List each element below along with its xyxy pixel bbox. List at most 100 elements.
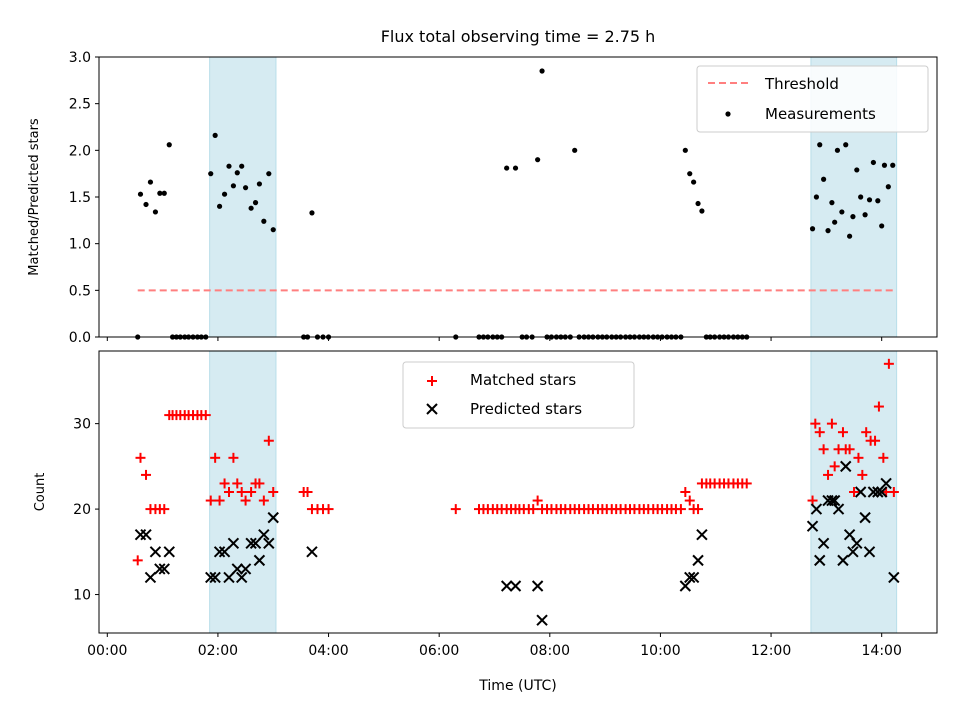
legend-threshold-label: Threshold (764, 75, 839, 93)
predicted-star-point (236, 571, 248, 584)
matched-star-point (200, 410, 211, 421)
measurement-point (809, 226, 816, 232)
predicted-star-point (245, 537, 257, 549)
measurement-point (881, 162, 888, 168)
matched-star-point (837, 427, 848, 438)
measurement-point (256, 181, 263, 187)
measurement-point (866, 197, 873, 203)
predicted-star-point (888, 571, 900, 584)
predicted-star-point (847, 546, 859, 558)
matched-star-point (873, 401, 884, 412)
predicted-star-point (859, 511, 871, 524)
measurement-point (879, 223, 885, 229)
y-tick-label: 2.0 (69, 143, 91, 159)
matched-star-point (741, 478, 752, 489)
matched-star-point (258, 495, 269, 506)
matched-star-point (210, 452, 221, 463)
matched-star-point (849, 487, 860, 497)
matched-star-point (532, 495, 543, 506)
predicted-star-point (306, 546, 318, 558)
measurement-point (157, 190, 163, 196)
x-tick-label: 00:00 (87, 643, 127, 659)
predicted-star-point (810, 503, 823, 515)
measurement-point (870, 159, 876, 166)
predicted-star-point (814, 554, 826, 567)
measurement-point (248, 205, 254, 211)
measurement-point (309, 210, 315, 216)
predicted-star-point (144, 571, 157, 584)
matched-star-point (246, 487, 257, 497)
matched-star-point (857, 469, 868, 480)
measurement-point (270, 227, 276, 233)
measurement-point (234, 170, 240, 176)
matched-star-point (870, 435, 881, 446)
top-legend-box (696, 65, 929, 133)
matched-star-point (823, 469, 834, 480)
x-tick-label: 14:00 (862, 643, 902, 659)
measurement-point (208, 171, 214, 177)
observing-band-1 (209, 56, 277, 338)
matched-star-point (214, 495, 225, 506)
measurement-point (885, 184, 891, 190)
measurement-point (817, 142, 823, 148)
predicted-star-point (149, 546, 162, 558)
matched-star-point (675, 504, 686, 515)
predicted-star-point (696, 529, 708, 541)
measurement-point (682, 147, 688, 153)
predicted-star-point (875, 486, 888, 498)
measurement-point (821, 176, 827, 182)
bottom-legend-box (402, 361, 635, 429)
predicted-star-point (828, 494, 841, 507)
measurement-point (839, 209, 845, 215)
predicted-star-point (509, 580, 522, 592)
matched-star-point (228, 452, 239, 463)
predicted-star-point (500, 580, 513, 592)
measurement-point (699, 208, 705, 214)
matched-star-point (680, 487, 691, 497)
predicted-star-point (140, 529, 152, 541)
matched-star-point (829, 461, 840, 472)
predicted-star-point (817, 537, 830, 549)
measurement-point (832, 219, 838, 225)
measurement-point (147, 179, 154, 185)
predicted-star-point (851, 537, 863, 549)
predicted-star-point (158, 563, 170, 575)
legend-matched-swatch (427, 376, 437, 386)
measurement-point (242, 185, 249, 191)
predicted-star-point (239, 563, 252, 575)
measurement-point (890, 162, 896, 168)
matched-star-point (240, 495, 251, 506)
measurement-point (691, 179, 697, 185)
matched-star-point (861, 427, 872, 438)
measurement-point (152, 209, 159, 215)
measurement-point (166, 142, 172, 148)
measurement-point (221, 191, 228, 197)
measurement-point (216, 203, 223, 209)
bottom-plot-frame (98, 350, 938, 634)
matched-star-point (232, 478, 243, 489)
matched-star-point (684, 495, 695, 506)
matched-star-point (223, 487, 234, 497)
matched-star-point (818, 444, 829, 455)
predicted-star-point (872, 486, 884, 498)
measurement-point (862, 212, 868, 218)
y-tick-label: 1.5 (69, 190, 91, 206)
predicted-star-point (253, 554, 266, 567)
chart-title: Flux total observing time = 2.75 h (381, 27, 656, 46)
measurement-point (834, 147, 841, 153)
measurement-point (813, 194, 820, 200)
predicted-star-point (826, 494, 838, 507)
legend-predicted-label: Predicted stars (470, 400, 582, 418)
matched-star-point (302, 487, 313, 497)
predicted-star-point (154, 563, 166, 575)
top-panel: 0.0 0.5 1.0 1.5 2.0 2.5 3.0 Flux total observi… (27, 27, 938, 346)
measurement-point (847, 233, 853, 239)
matched-star-point (528, 504, 539, 515)
matched-star-point (219, 478, 230, 489)
measurement-point (850, 214, 856, 220)
measurement-point (266, 171, 272, 177)
measurement-point (858, 194, 864, 200)
predicted-star-point (854, 486, 867, 498)
y-tick-label: 2.5 (69, 97, 91, 113)
